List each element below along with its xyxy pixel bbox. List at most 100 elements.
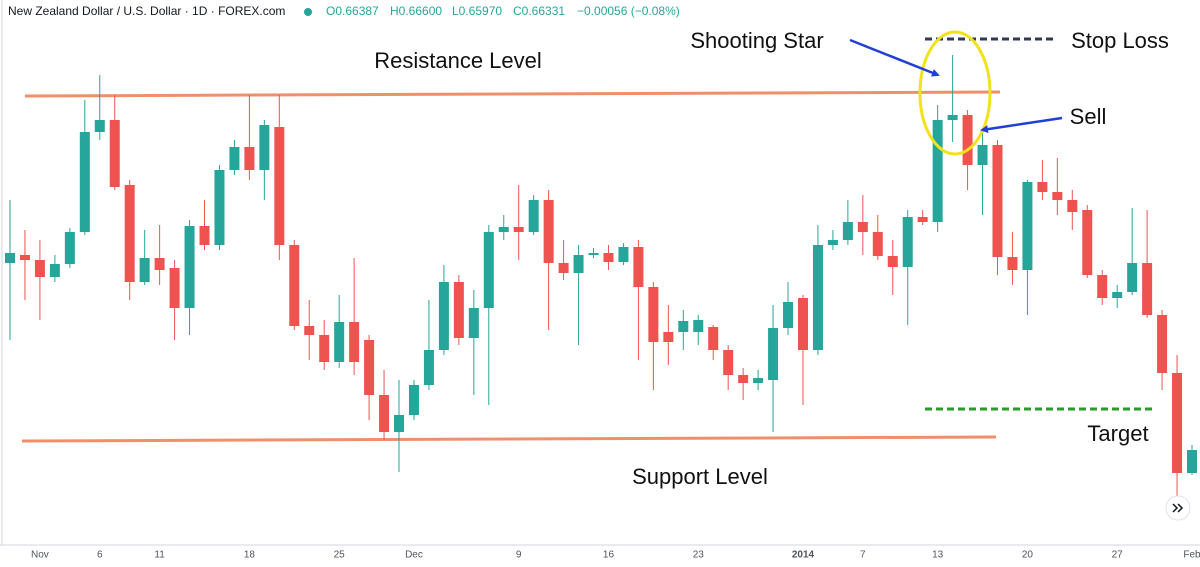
x-tick-label: 11: [154, 550, 165, 561]
candle-body: [1097, 275, 1108, 298]
scroll-button[interactable]: [1165, 495, 1191, 521]
header: New Zealand Dollar / U.S. Dollar · 1D · …: [8, 4, 680, 18]
candle-body: [438, 282, 449, 350]
candle-body: [633, 247, 644, 287]
candle-body: [334, 322, 345, 362]
candle-body: [483, 232, 494, 308]
candle-body: [528, 200, 539, 232]
candle-body: [977, 145, 988, 165]
x-tick-label: Nov: [31, 550, 49, 561]
candle-body: [1157, 315, 1168, 373]
button-icon[interactable]: [1172, 503, 1184, 513]
candle-body: [992, 145, 1003, 257]
candle-body: [1142, 263, 1153, 315]
candle-body: [678, 321, 689, 332]
candle-body: [408, 385, 419, 415]
candle-body: [1127, 263, 1138, 292]
x-tick-label: 2014: [792, 550, 815, 561]
candle-body: [917, 217, 928, 222]
ohlc-low: L0.65970: [452, 4, 502, 18]
candle-body: [513, 227, 524, 232]
candle-body: [962, 115, 973, 165]
candle-body: [379, 395, 390, 432]
candle-body: [259, 125, 270, 170]
candle-body: [349, 322, 360, 362]
candle-body: [1082, 210, 1093, 275]
x-tick-label: 13: [932, 550, 944, 561]
candle-body: [5, 253, 15, 263]
candle-body: [887, 256, 898, 267]
candle-body: [842, 222, 853, 240]
candle-body: [154, 258, 165, 270]
candle-body: [1052, 192, 1063, 200]
candle-body: [94, 120, 105, 132]
candle-body: [797, 298, 808, 350]
candle-body: [139, 258, 150, 282]
candle-body: [274, 127, 285, 245]
candle-body: [947, 115, 958, 120]
candle-body: [109, 120, 120, 187]
x-tick-label: 16: [603, 550, 615, 561]
annotation-label: Shooting Star: [690, 28, 823, 53]
candle-body: [19, 255, 30, 260]
status-dot: [304, 8, 312, 16]
candle-body: [708, 327, 719, 350]
candle-body: [1187, 450, 1197, 473]
candle-body: [124, 185, 135, 282]
candle-body: [169, 268, 180, 308]
arrow: [980, 116, 1063, 134]
symbol-title: New Zealand Dollar / U.S. Dollar · 1D · …: [8, 4, 285, 18]
candle-body: [244, 147, 255, 170]
candle-body: [1067, 200, 1078, 212]
line-label: Stop Loss: [1071, 28, 1169, 53]
candle-body: [468, 308, 479, 338]
candle-body: [558, 263, 569, 273]
candle-body: [79, 132, 90, 232]
highlight-ellipse: [918, 30, 992, 156]
candle-body: [319, 335, 330, 362]
candle-body: [1112, 292, 1123, 298]
candle-body: [648, 287, 659, 342]
candle-body: [229, 147, 240, 170]
candle-body: [289, 245, 300, 326]
candle-body: [857, 222, 868, 232]
x-tick-label: 27: [1112, 550, 1124, 561]
candle-body: [49, 264, 60, 277]
x-tick-label: 20: [1022, 550, 1034, 561]
candle-body: [618, 247, 629, 262]
annotation-label: Sell: [1070, 104, 1107, 129]
line-label: Resistance Level: [374, 48, 542, 73]
candle-body: [364, 340, 375, 395]
candle-body: [1007, 257, 1018, 270]
candle-body: [214, 170, 225, 245]
candle-body: [812, 245, 823, 350]
x-tick-label: Feb: [1183, 550, 1200, 561]
candle-body: [573, 255, 584, 273]
candle-body: [872, 232, 883, 256]
candle-body: [603, 253, 614, 262]
ohlc-high: H0.66600: [390, 4, 442, 18]
candle-body: [1172, 373, 1183, 473]
ohlc-change: −0.00056 (−0.08%): [577, 4, 680, 18]
x-tick-label: 7: [860, 550, 866, 561]
level-line: [24, 90, 1001, 98]
candle-body: [738, 375, 749, 383]
x-tick-label: 18: [244, 550, 256, 561]
candle-body: [498, 227, 509, 232]
annotations: Shooting Star Sell Resistance Level Supp…: [374, 28, 1169, 489]
candle-body: [783, 302, 794, 328]
x-tick-label: 23: [693, 550, 705, 561]
plot: [5, 37, 1197, 497]
ohlc-open: O0.66387: [326, 4, 379, 18]
candle-body: [723, 350, 734, 375]
candle-body: [902, 217, 913, 267]
ohlc-close: C0.66331: [513, 4, 565, 18]
line-label: Support Level: [632, 464, 768, 489]
candle-body: [1022, 182, 1033, 270]
x-tick-label: 6: [97, 550, 103, 561]
candle-body: [753, 378, 764, 383]
candle-body: [827, 240, 838, 245]
candle-body: [663, 332, 674, 342]
